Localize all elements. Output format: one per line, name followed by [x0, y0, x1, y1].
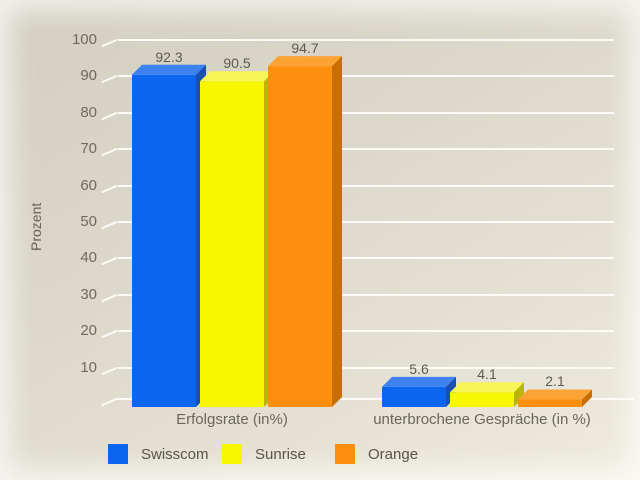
x-axis-line: [115, 398, 634, 400]
bar-value-label: 4.1: [477, 366, 497, 383]
legend-item-swisscom: Swisscom: [108, 444, 209, 464]
y-tick-label: 90: [80, 67, 97, 85]
gridline: [118, 330, 614, 333]
gridline: [118, 293, 614, 296]
category-label: unterbrochene Gespräche (in %): [373, 411, 591, 428]
bar-front-orange-0: [268, 66, 332, 407]
gridline: [118, 75, 614, 78]
bar-front-swisscom-0: [132, 74, 196, 407]
legend-swatch-swisscom: [108, 444, 128, 464]
y-tick-label: 70: [80, 140, 97, 158]
bar-top-swisscom-1: [382, 376, 456, 387]
bar-front-orange-1: [518, 399, 582, 407]
gridline: [118, 39, 614, 41]
y-tick-label: 100: [71, 31, 97, 48]
bar-side-sunrise-1: [514, 382, 524, 407]
gridline: [118, 257, 614, 260]
bar-side-orange-0: [332, 56, 342, 407]
gridline: [118, 221, 614, 223]
bar-front-sunrise-0: [200, 81, 264, 407]
bar-value-label: 5.6: [409, 360, 429, 377]
bar-top-sunrise-1: [450, 382, 524, 393]
bar-top-swisscom-0: [132, 64, 206, 75]
bar-value-label: 94.7: [291, 40, 319, 57]
bar-top-orange-0: [268, 56, 342, 67]
legend-swatch-sunrise: [222, 444, 242, 464]
gridline: [118, 148, 614, 151]
gridline: [118, 184, 614, 187]
gridline: [118, 111, 614, 114]
y-tick-label: 50: [80, 213, 97, 230]
bar-front-swisscom-1: [382, 386, 446, 407]
y-tick-label: 80: [80, 103, 97, 121]
legend-label: Swisscom: [141, 445, 209, 463]
bar-front-sunrise-1: [450, 392, 514, 407]
bar-top-orange-1: [518, 389, 592, 400]
category-label: Erfolgsrate (in%): [176, 411, 288, 428]
legend-item-sunrise: Sunrise: [222, 444, 306, 464]
y-tick-label: 20: [80, 322, 97, 340]
legend-label: Sunrise: [255, 445, 306, 463]
y-tick-label: 10: [80, 358, 97, 376]
legend-label: Orange: [368, 445, 419, 463]
legend-item-orange: Orange: [335, 444, 418, 464]
gridline: [118, 366, 614, 369]
bar-value-label: 2.1: [545, 373, 565, 390]
legend-swatch-orange: [335, 444, 355, 464]
y-tick-label: 40: [80, 249, 97, 267]
bar-value-label: 92.3: [155, 48, 183, 65]
bar-value-label: 90.5: [223, 55, 251, 72]
bar-top-sunrise-0: [200, 71, 274, 82]
y-tick-label: 30: [80, 285, 97, 303]
y-tick-label: 60: [80, 176, 97, 194]
bar-side-orange-1: [582, 389, 592, 407]
